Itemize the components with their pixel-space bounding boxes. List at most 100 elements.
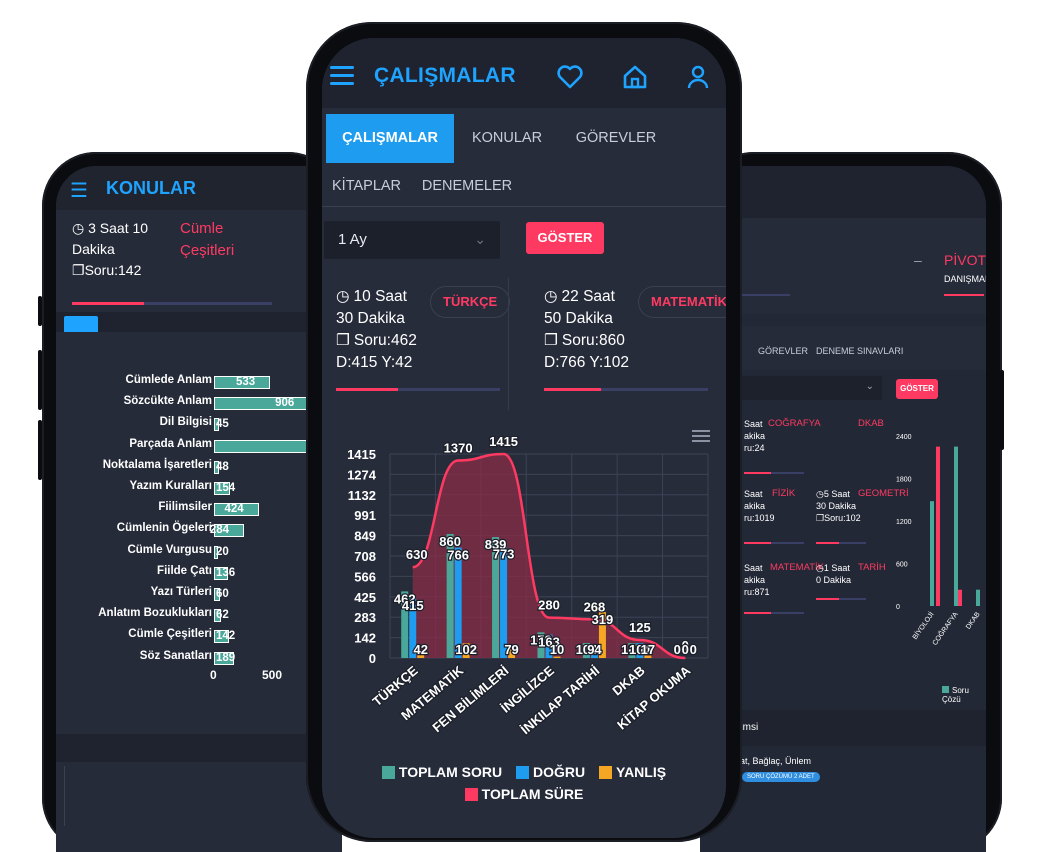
hbar-value-label: 424 xyxy=(224,503,244,516)
hbar[interactable] xyxy=(214,503,259,517)
bar-1-3[interactable] xyxy=(545,634,553,658)
y-tick-label: 1132 xyxy=(348,488,376,503)
right-card-text: akika xyxy=(744,575,766,585)
right-subject[interactable]: MATEMATİK xyxy=(770,562,825,573)
bar-2-3[interactable] xyxy=(553,656,561,658)
left-subject[interactable]: Cümle Çeşitleri xyxy=(180,220,235,259)
right-band-text: ilimsi xyxy=(736,722,759,733)
right-pivot[interactable]: PİVOT xyxy=(944,252,986,268)
right-card-text: akika xyxy=(744,431,766,441)
legend-item[interactable]: DOĞRU xyxy=(516,764,585,780)
hbar[interactable] xyxy=(214,418,219,432)
right-subject[interactable]: DKAB xyxy=(858,418,884,429)
hbar[interactable] xyxy=(214,566,229,580)
goster-button[interactable]: GÖSTER xyxy=(526,222,604,254)
tab-calismalar[interactable]: ÇALIŞMALAR xyxy=(326,114,454,163)
right-goster-button[interactable]: GÖSTER xyxy=(896,379,938,399)
chart-menu-icon[interactable] xyxy=(692,430,710,445)
hbar-category-label: Sözcükte Anlam xyxy=(123,395,212,408)
hbar[interactable] xyxy=(214,545,218,559)
right-card-text: Saat xyxy=(744,489,763,499)
user-icon[interactable] xyxy=(686,64,710,90)
bar-2-4[interactable] xyxy=(598,612,606,658)
bar-1-4[interactable] xyxy=(590,644,598,658)
y-tick-label: 600 xyxy=(896,562,908,569)
right-subject[interactable]: COĞRAFYA xyxy=(768,418,821,429)
bar-0-2[interactable] xyxy=(492,537,500,658)
tab-konular[interactable]: KONULAR xyxy=(471,130,543,146)
tab-gorevler[interactable]: GÖREVLER xyxy=(575,130,657,146)
menu-icon[interactable] xyxy=(330,66,354,90)
bar-2-1[interactable] xyxy=(462,643,470,658)
heart-icon[interactable] xyxy=(556,64,584,90)
hbar-category-label: Fiilimsiler xyxy=(158,501,212,514)
hbar-value-label: 284 xyxy=(209,524,229,537)
hbar[interactable] xyxy=(214,460,220,474)
left-bottom-band xyxy=(56,734,342,762)
bar-1-0[interactable] xyxy=(409,598,417,658)
bar-0-5[interactable] xyxy=(628,643,636,658)
hbar[interactable] xyxy=(214,588,221,601)
bar-pink[interactable] xyxy=(936,446,940,606)
hbar[interactable] xyxy=(214,609,221,623)
clock-icon: ◷ xyxy=(816,489,824,499)
right-progress-track xyxy=(700,294,790,296)
right-subject[interactable]: TARİH xyxy=(858,562,886,573)
bar-0-0[interactable] xyxy=(401,591,409,658)
bar-2-2[interactable] xyxy=(508,646,516,658)
right-card-text: Soru:102 xyxy=(824,513,861,523)
period-select[interactable]: 1 Ay ⌄ xyxy=(324,221,500,259)
subject-badge-turkce[interactable]: TÜRKÇE xyxy=(430,286,511,318)
bar-2-5[interactable] xyxy=(644,655,652,658)
bar-0-1[interactable] xyxy=(446,534,454,658)
bar-soru[interactable] xyxy=(930,501,934,606)
left-tabbar xyxy=(56,312,342,332)
right-card-progress xyxy=(744,612,804,614)
right-card-progress xyxy=(816,542,866,544)
data-label-bar: 462 xyxy=(394,591,416,606)
hbar[interactable] xyxy=(214,651,234,665)
data-label-bar: 104 xyxy=(621,642,643,657)
tab-gorevler[interactable]: GÖREVLER xyxy=(758,346,809,356)
bar-0-4[interactable] xyxy=(582,643,590,658)
hbar[interactable] xyxy=(214,376,270,389)
x-tick-label: FEN BİLİMLERİ xyxy=(429,663,511,735)
hbar[interactable] xyxy=(214,524,244,538)
tab-kitaplar[interactable]: KİTAPLAR xyxy=(332,178,402,194)
left-active-tab[interactable] xyxy=(64,316,98,332)
y-tick-label: 0 xyxy=(369,651,376,666)
legend-swatch xyxy=(464,788,478,801)
menu-icon[interactable]: ☰ xyxy=(70,180,88,202)
tab-denemeler[interactable]: DENEMELER xyxy=(421,178,513,194)
data-label-bar: 102 xyxy=(455,642,477,657)
tab-deneme-sinavlari[interactable]: DENEME SINAVLARI xyxy=(816,346,904,356)
hbar[interactable] xyxy=(214,397,310,411)
right-danisman: DANIŞMAN xyxy=(944,274,986,284)
bar-0-3[interactable] xyxy=(537,632,545,658)
right-card-progress xyxy=(816,598,866,600)
bar-1-1[interactable] xyxy=(454,547,462,658)
data-label-sure: 1370 xyxy=(444,440,473,455)
legend-item[interactable]: TOPLAM SÜRE xyxy=(464,786,583,802)
bar-2-0[interactable] xyxy=(417,651,425,658)
subject-card-matematik[interactable]: ◷ 22 Saat 50 Dakika ❐ Soru:860 D:766 Y:102 xyxy=(544,286,629,374)
bar-soru[interactable] xyxy=(954,446,958,606)
hbar-value-label: 189 xyxy=(216,651,236,664)
right-card-text: ru:1019 xyxy=(744,513,775,523)
hbar[interactable] xyxy=(214,482,231,495)
legend-item[interactable]: YANLIŞ xyxy=(599,764,666,780)
hbar[interactable] xyxy=(214,630,229,644)
home-icon[interactable] xyxy=(622,64,648,90)
legend-item[interactable]: TOPLAM SORU xyxy=(381,764,502,780)
bar-soru[interactable] xyxy=(976,589,980,606)
subject-badge-matematik[interactable]: MATEMATİK xyxy=(638,286,726,318)
bar-1-5[interactable] xyxy=(636,643,644,658)
right-subject[interactable]: FİZİK xyxy=(772,488,796,499)
subject-card-turkce[interactable]: ◷ 10 Saat 30 Dakika ❐ Soru:462 D:415 Y:42 xyxy=(336,286,417,374)
data-label-sure: 280 xyxy=(538,598,560,613)
bar-1-2[interactable] xyxy=(500,546,508,658)
bar-pink[interactable] xyxy=(958,589,962,606)
right-subject[interactable]: GEOMETRİ xyxy=(858,488,909,499)
left-header: ☰ KONULAR xyxy=(56,166,342,210)
